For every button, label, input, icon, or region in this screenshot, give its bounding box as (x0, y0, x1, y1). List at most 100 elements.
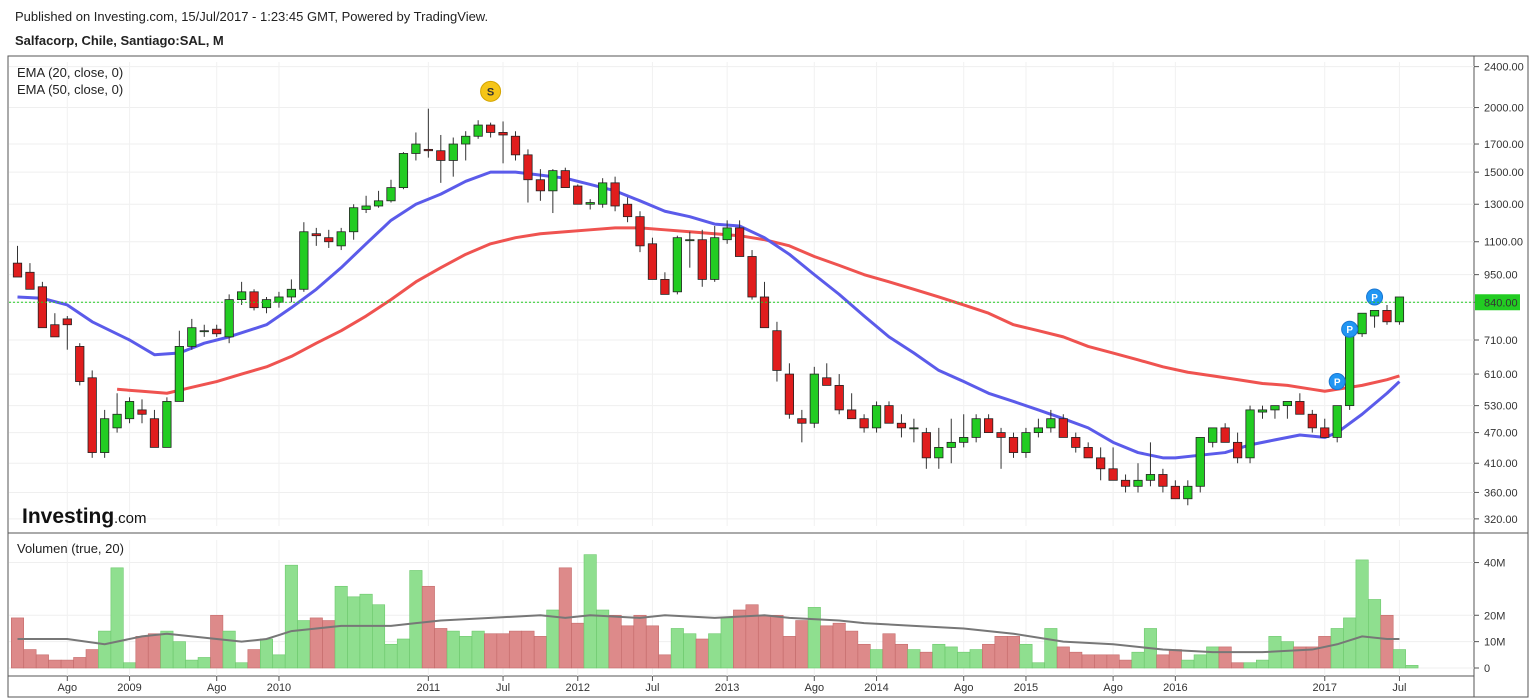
volume-bar (1355, 559, 1369, 669)
last-price-label: 840.00 (1484, 297, 1518, 309)
candle (485, 122, 496, 138)
candle (274, 291, 284, 308)
volume-bar (832, 622, 846, 669)
volume-bar (533, 636, 547, 669)
ema20-legend[interactable]: EMA (20, close, 0) (17, 65, 123, 80)
candle-body (535, 179, 546, 192)
candle-body (921, 432, 931, 459)
candle-body (822, 377, 832, 386)
volume-bar (48, 659, 62, 669)
volume-bar (1069, 651, 1083, 669)
volume-bar (1044, 628, 1058, 669)
candle-body (984, 418, 994, 433)
candle (349, 204, 359, 240)
candle-body (1096, 457, 1106, 470)
candle-body (622, 203, 633, 218)
event-markers[interactable]: S P P P (480, 80, 1384, 391)
candle-body (1320, 427, 1330, 438)
candle-body (461, 135, 471, 145)
candle-body (1008, 437, 1019, 453)
volume-bar (919, 651, 933, 669)
candle-body (224, 299, 234, 338)
candle (162, 397, 172, 448)
candlesticks[interactable] (12, 108, 1405, 506)
candle (286, 279, 297, 303)
volume-bar (658, 654, 672, 669)
volume-bar (297, 620, 311, 669)
candle-body (87, 377, 97, 453)
candle (1183, 480, 1193, 506)
candle-body (124, 401, 135, 420)
candle-body (1083, 446, 1093, 459)
candle (959, 414, 969, 448)
candle-body (871, 405, 882, 429)
price-tick-label: 1300.00 (1484, 199, 1524, 211)
candle-body (1158, 474, 1168, 487)
candle (1295, 393, 1305, 415)
candle (1195, 437, 1205, 493)
candle-body (996, 432, 1006, 438)
price-tick-label: 950.00 (1484, 270, 1518, 282)
candle-body (62, 318, 72, 326)
ema50-legend[interactable]: EMA (50, close, 0) (17, 82, 123, 97)
price-tick-label: 1500.00 (1484, 167, 1524, 179)
candle-body (162, 401, 172, 448)
candle (299, 222, 309, 292)
candle (660, 272, 670, 295)
candle (772, 321, 782, 382)
volume-bar (434, 628, 448, 669)
volume-bar (259, 638, 273, 669)
volume-bar (496, 633, 510, 669)
candle-body (50, 324, 60, 338)
candle-body (1233, 441, 1243, 459)
candle (1071, 432, 1081, 453)
candle-body (598, 182, 608, 205)
volume-bar (185, 659, 199, 669)
time-tick-label: 2016 (1163, 682, 1187, 694)
candle (1046, 409, 1056, 433)
volume-bar (309, 617, 323, 669)
volume-bar (123, 662, 137, 669)
candle (1320, 418, 1330, 438)
candle-body (386, 187, 396, 202)
candle-body (1282, 401, 1292, 407)
candle (585, 199, 595, 210)
candle-body (1046, 418, 1056, 429)
candle-body (187, 327, 197, 347)
candle-body (1295, 401, 1305, 415)
price-tick-label: 2000.00 (1484, 103, 1524, 115)
volume-bar (98, 630, 112, 669)
volume-ma-line (17, 614, 1400, 654)
volume-legend[interactable]: Volumen (true, 20) (17, 541, 124, 556)
marker-circle (1328, 373, 1346, 391)
time-tick-label: 2013 (715, 682, 739, 694)
volume-bar (135, 636, 149, 669)
volume-bar (484, 633, 498, 669)
volume-tick-label: 40M (1484, 558, 1505, 570)
volume-bar (247, 649, 261, 669)
candle-body (510, 135, 521, 156)
candle-body (1058, 418, 1068, 438)
volume-tick-label: 0 (1484, 663, 1490, 675)
candle (1096, 447, 1106, 481)
volume-bar (1256, 659, 1270, 669)
volume-tick-label: 20M (1484, 610, 1505, 622)
volume-bar (770, 614, 784, 669)
volume-bar (807, 607, 821, 669)
time-axis-labels: Ago 2009 Ago 2010 2011 Jul 2012 Jul 2013 Ago 2014 A… (58, 676, 1406, 694)
candle-body (324, 237, 334, 243)
volume-bar (782, 636, 796, 669)
volume-bar (994, 636, 1008, 669)
candle (224, 294, 234, 344)
volume-bar (733, 609, 747, 669)
candle-body (1345, 333, 1355, 407)
time-tick-label: 2012 (566, 682, 590, 694)
volume-bar (446, 630, 460, 669)
candle-body (697, 239, 707, 280)
published-info: Published on Investing.com, 15/Jul/2017 … (15, 9, 489, 24)
volume-bar (421, 585, 435, 669)
candle (12, 245, 23, 278)
candle (759, 281, 770, 329)
time-tick-label: Jul (645, 682, 659, 694)
